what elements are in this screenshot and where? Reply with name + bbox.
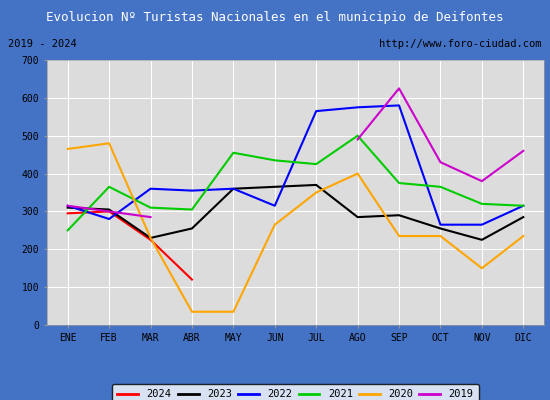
Text: Evolucion Nº Turistas Nacionales en el municipio de Deifontes: Evolucion Nº Turistas Nacionales en el m…: [46, 12, 504, 24]
Legend: 2024, 2023, 2022, 2021, 2020, 2019: 2024, 2023, 2022, 2021, 2020, 2019: [112, 384, 479, 400]
Text: 2019 - 2024: 2019 - 2024: [8, 39, 77, 49]
Text: http://www.foro-ciudad.com: http://www.foro-ciudad.com: [379, 39, 542, 49]
